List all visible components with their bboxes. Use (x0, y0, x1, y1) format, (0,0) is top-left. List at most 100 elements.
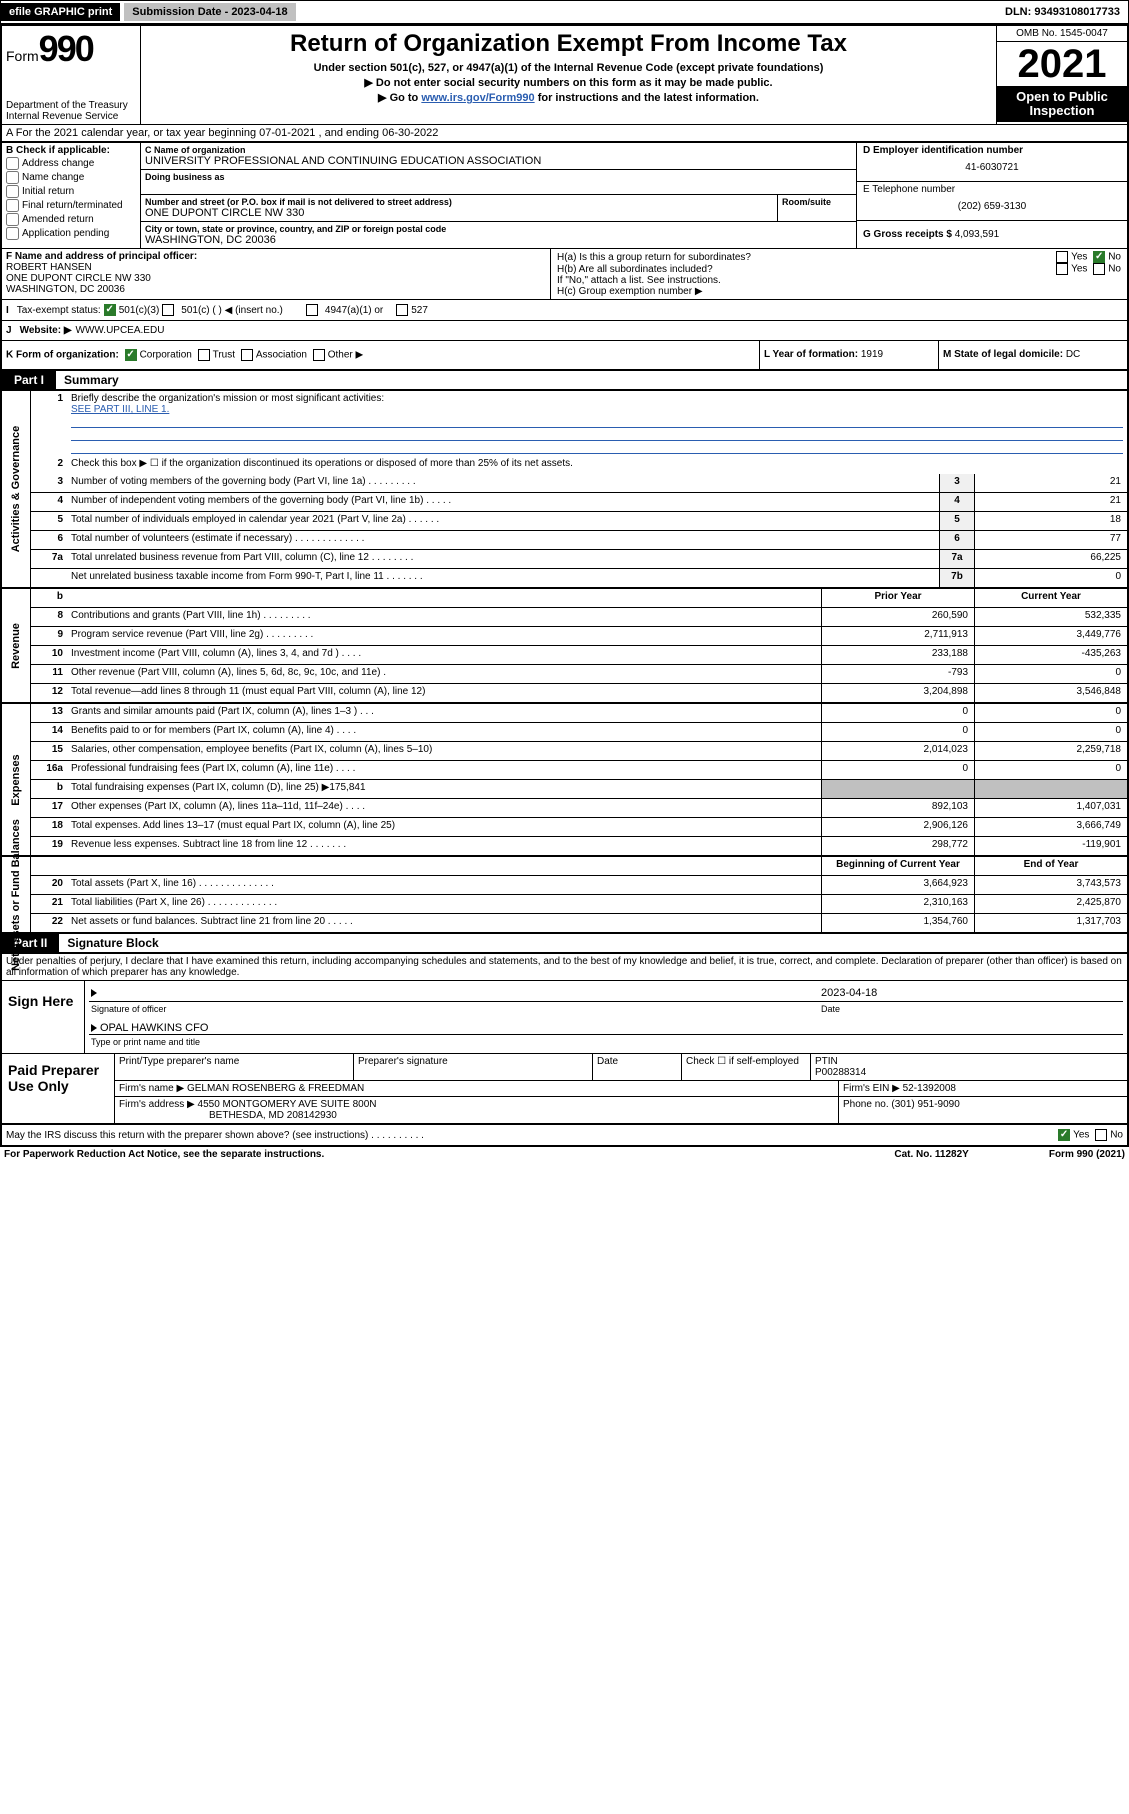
sign-here-label: Sign Here (2, 981, 85, 1053)
part1-title: Summary (56, 371, 127, 389)
r20-prior: 3,664,923 (821, 876, 974, 894)
lbl-name-change: Name change (22, 172, 84, 183)
chk-527[interactable] (396, 304, 408, 316)
dba-label: Doing business as (145, 172, 852, 182)
lbl-527: 527 (411, 305, 428, 316)
lbl-address-change: Address change (22, 158, 94, 169)
r9-prior: 2,711,913 (821, 627, 974, 645)
q3-text: Number of voting members of the governin… (67, 474, 939, 492)
r10-curr: -435,263 (974, 646, 1127, 664)
firm-name-label: Firm's name ▶ (119, 1083, 184, 1094)
q4-text: Number of independent voting members of … (67, 493, 939, 511)
domicile-label: M State of legal domicile: (943, 349, 1063, 360)
lbl-501c: 501(c) ( ) ◀ (insert no.) (181, 305, 283, 316)
street-label: Number and street (or P.O. box if mail i… (145, 197, 773, 207)
chk-final-return[interactable] (6, 199, 19, 212)
city-label: City or town, state or province, country… (145, 224, 852, 234)
chk-amended[interactable] (6, 213, 19, 226)
chk-initial-return[interactable] (6, 185, 19, 198)
form-title: Return of Organization Exempt From Incom… (149, 30, 988, 58)
r9-text: Program service revenue (Part VIII, line… (67, 627, 821, 645)
lbl-trust: Trust (213, 350, 235, 361)
form-number: Form990 (6, 28, 136, 70)
r9-curr: 3,449,776 (974, 627, 1127, 645)
chk-501c[interactable] (162, 304, 174, 316)
firm-name: GELMAN ROSENBERG & FREEDMAN (187, 1083, 364, 1094)
r17-prior: 892,103 (821, 799, 974, 817)
ha-no-label: No (1108, 252, 1121, 263)
chk-app-pending[interactable] (6, 227, 19, 240)
ha-label: H(a) Is this a group return for subordin… (557, 252, 751, 263)
col-b: B Check if applicable: Address change Na… (2, 143, 141, 248)
footer-left: For Paperwork Reduction Act Notice, see … (4, 1149, 324, 1160)
form-subtitle: Under section 501(c), 527, or 4947(a)(1)… (149, 62, 988, 74)
sig-name: OPAL HAWKINS CFO (100, 1022, 208, 1034)
prep-date-header: Date (593, 1054, 682, 1080)
q7b-val: 0 (974, 569, 1127, 587)
form-header: Form990 Department of the Treasury Inter… (0, 24, 1129, 124)
r22-curr: 1,317,703 (974, 914, 1127, 932)
open-public: Open to Public Inspection (997, 86, 1127, 122)
gross-value: 4,093,591 (955, 229, 1000, 240)
chk-name-change[interactable] (6, 171, 19, 184)
phone-value: (202) 659-3130 (863, 195, 1121, 218)
website-label: Website: ▶ (20, 325, 72, 336)
r18-prior: 2,906,126 (821, 818, 974, 836)
r17-text: Other expenses (Part IX, column (A), lin… (67, 799, 821, 817)
vert-governance: Activities & Governance (10, 426, 22, 553)
chk-assoc[interactable] (241, 349, 253, 361)
chk-address-change[interactable] (6, 157, 19, 170)
vert-expenses: Expenses (10, 754, 22, 805)
r16b-text: Total fundraising expenses (Part IX, col… (67, 780, 821, 798)
r10-prior: 233,188 (821, 646, 974, 664)
r11-prior: -793 (821, 665, 974, 683)
irs-label: Internal Revenue Service (6, 111, 136, 122)
chk-501c3[interactable]: ✓ (104, 304, 116, 316)
part1-label: Part I (2, 371, 56, 389)
ptin-header: PTIN (815, 1056, 1123, 1067)
hb-no-box[interactable] (1093, 263, 1105, 275)
lbl-other: Other ▶ (328, 350, 363, 361)
r19-prior: 298,772 (821, 837, 974, 855)
may-no-label: No (1110, 1130, 1123, 1141)
r14-prior: 0 (821, 723, 974, 741)
q5-text: Total number of individuals employed in … (67, 512, 939, 530)
prep-phone: (301) 951-9090 (891, 1099, 959, 1110)
vert-netassets: Net Assets or Fund Balances (10, 819, 22, 971)
chk-trust[interactable] (198, 349, 210, 361)
sig-name-label: Type or print name and title (89, 1034, 1123, 1049)
end-year-header: End of Year (974, 857, 1127, 875)
chk-4947[interactable] (306, 304, 318, 316)
officer-name: ROBERT HANSEN (6, 262, 546, 273)
lbl-initial-return: Initial return (22, 186, 74, 197)
ha-yes-box[interactable] (1056, 251, 1068, 263)
firm-addr2: BETHESDA, MD 208142930 (119, 1110, 834, 1121)
org-name-label: C Name of organization (145, 145, 852, 155)
ha-no-box[interactable]: ✓ (1093, 251, 1105, 263)
r17-curr: 1,407,031 (974, 799, 1127, 817)
ein-label: D Employer identification number (863, 145, 1121, 156)
chk-corp[interactable]: ✓ (125, 349, 137, 361)
r10-text: Investment income (Part VIII, column (A)… (67, 646, 821, 664)
firm-addr1: 4550 MONTGOMERY AVE SUITE 800N (198, 1099, 377, 1110)
r14-curr: 0 (974, 723, 1127, 741)
r19-curr: -119,901 (974, 837, 1127, 855)
irs-link[interactable]: www.irs.gov/Form990 (421, 92, 534, 104)
may-yes-box[interactable]: ✓ (1058, 1129, 1070, 1141)
firm-ein: 52-1392008 (903, 1083, 956, 1094)
hb-yes-box[interactable] (1056, 263, 1068, 275)
q1-value: SEE PART III, LINE 1. (71, 404, 1123, 415)
r12-curr: 3,546,848 (974, 684, 1127, 702)
lbl-app-pending: Application pending (22, 228, 109, 239)
chk-other[interactable] (313, 349, 325, 361)
r12-prior: 3,204,898 (821, 684, 974, 702)
submission-date: Submission Date - 2023-04-18 (124, 3, 295, 21)
prior-year-header: Prior Year (821, 589, 974, 607)
r20-curr: 3,743,573 (974, 876, 1127, 894)
firm-ein-label: Firm's EIN ▶ (843, 1083, 900, 1094)
q1-text: Briefly describe the organization's miss… (71, 393, 1123, 404)
may-no-box[interactable] (1095, 1129, 1107, 1141)
lbl-final-return: Final return/terminated (22, 200, 123, 211)
sig-officer-label: Signature of officer (89, 1002, 819, 1016)
begin-year-header: Beginning of Current Year (821, 857, 974, 875)
